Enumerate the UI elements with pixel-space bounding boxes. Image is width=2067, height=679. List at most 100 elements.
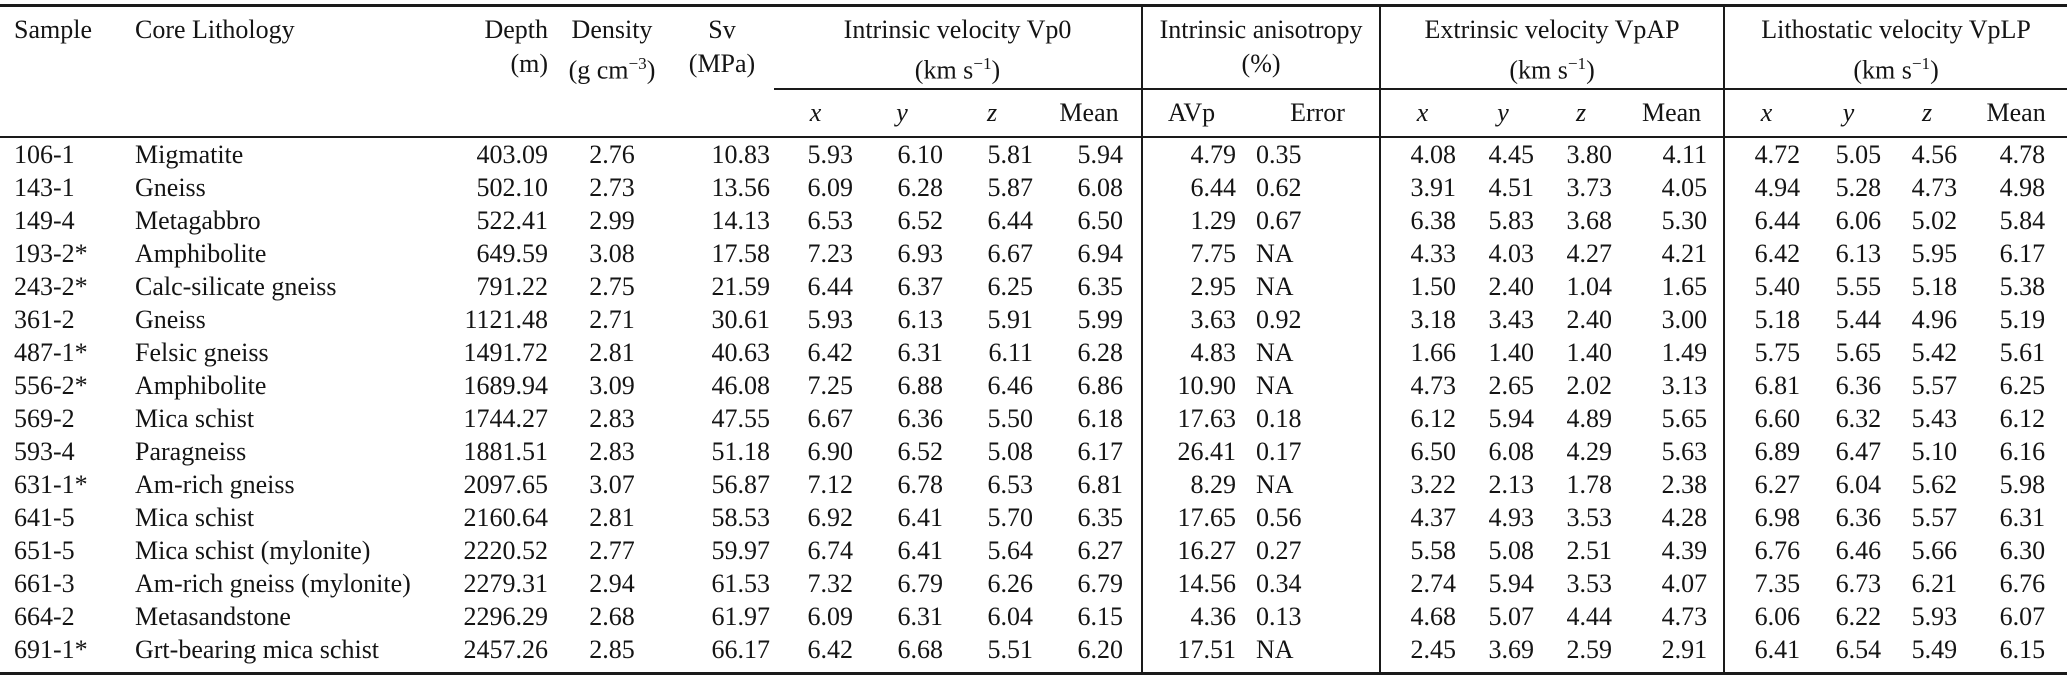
cell-lithology: Gneiss [135,173,206,202]
cell-vpap-2: 4.29 [1566,437,1613,466]
cell-vp0-3: 6.17 [1077,437,1124,466]
cell-avp: 6.44 [1141,171,1241,204]
cell-avp: 4.36 [1141,600,1241,633]
cell-depth: 791.22 [476,272,549,301]
cell-sv: 21.59 [711,272,771,301]
vpap-title: Extrinsic velocity VpAP [1424,15,1680,44]
cell-vpap-1: 5.94 [1488,404,1535,433]
cell-vpap-2: 2.51 [1566,536,1613,565]
cell-vplp-0: 6.60 [1723,402,1809,435]
cell-vp0-1: 6.79 [897,569,944,598]
cell-vp0-2: 6.44 [987,206,1034,235]
col-header-depth: Depth (m) [420,5,554,138]
cell-depth: 1121.48 [464,305,548,334]
cell-sv: 17.58 [711,239,771,268]
cell-sv: 14.13 [711,206,771,235]
cell-vpap-0: 4.33 [1379,237,1465,270]
cell-vplp-2: 5.57 [1911,371,1958,400]
cell-sv: 59.97 [711,536,771,565]
cell-sample: 661-3 [14,569,75,598]
cell-vplp-0: 6.44 [1723,204,1809,237]
table-row: 631-1* Am-rich gneiss 2097.65 3.07 56.87 7.12… [0,468,2067,501]
vp0-unit: (km s−1) [914,54,1001,85]
cell-vpap-1: 5.83 [1488,206,1535,235]
cell-depth: 1491.72 [463,338,549,367]
cell-density: 2.68 [589,602,635,631]
cell-vplp-3: 6.17 [1999,239,2046,268]
cell-vplp-0: 5.18 [1723,303,1809,336]
cell-vpap-2: 2.59 [1566,635,1613,664]
cell-sample: 556-2* [14,371,88,400]
cell-vplp-1: 6.36 [1835,503,1882,532]
cell-sample: 651-5 [14,536,75,565]
cell-vpap-3: 4.39 [1661,536,1708,565]
cell-vpap-0: 1.66 [1379,336,1465,369]
cell-vp0-2: 6.26 [987,569,1034,598]
cell-lithology: Grt-bearing mica schist [135,635,380,664]
cell-density: 2.75 [589,272,635,301]
cell-sv: 61.97 [711,602,771,631]
cell-vpap-0: 6.50 [1379,435,1465,468]
cell-vp0-3: 5.94 [1077,140,1124,169]
cell-vpap-3: 2.38 [1661,470,1708,499]
vplp-title: Lithostatic velocity VpLP [1761,15,2031,44]
cell-vplp-3: 5.84 [1999,206,2046,235]
cell-vp0-3: 6.81 [1077,470,1124,499]
cell-vpap-3: 3.00 [1661,305,1708,334]
subcol-vp0-x: x [774,89,857,138]
cell-vplp-3: 6.12 [1999,404,2046,433]
cell-vp0-2: 6.46 [987,371,1034,400]
cell-vpap-0: 6.38 [1379,204,1465,237]
cell-density: 2.99 [589,206,635,235]
cell-vpap-3: 4.21 [1661,239,1708,268]
cell-vplp-3: 6.25 [1999,371,2046,400]
cell-avp: 10.90 [1141,369,1241,402]
cell-vpap-1: 4.93 [1488,503,1535,532]
anisotropy-title: Intrinsic anisotropy [1159,15,1363,44]
cell-avp: 4.83 [1141,336,1241,369]
cell-vplp-1: 6.47 [1835,437,1882,466]
cell-sample: 631-1* [14,470,88,499]
cell-error: NA [1256,371,1294,400]
cell-vpap-2: 4.89 [1566,404,1613,433]
cell-vplp-0: 5.75 [1723,336,1809,369]
cell-vplp-2: 6.21 [1911,569,1958,598]
cell-depth: 2279.31 [463,569,549,598]
cell-vplp-1: 6.13 [1835,239,1882,268]
cell-vpap-0: 3.22 [1379,468,1465,501]
header-row-groups: Sample Core Lithology Depth (m) Density … [0,5,2067,138]
cell-vp0-1: 6.31 [897,338,944,367]
cell-vp0-1: 6.52 [897,206,944,235]
cell-sv: 30.61 [711,305,771,334]
cell-vp0-2: 5.64 [987,536,1034,565]
sv-unit: (MPa) [688,49,756,78]
cell-vplp-0: 7.35 [1723,567,1809,600]
cell-vpap-1: 5.94 [1488,569,1535,598]
cell-vpap-3: 5.63 [1661,437,1708,466]
cell-vplp-1: 6.22 [1835,602,1882,631]
cell-lithology: Amphibolite [135,371,267,400]
cell-vpap-0: 1.50 [1379,270,1465,303]
cell-density: 2.85 [589,635,635,664]
cell-vplp-2: 5.02 [1911,206,1958,235]
cell-vplp-2: 5.95 [1911,239,1958,268]
cell-vpap-1: 3.43 [1488,305,1535,334]
cell-sv: 10.83 [711,140,771,169]
cell-vplp-2: 5.66 [1911,536,1958,565]
cell-vp0-0: 7.25 [807,371,854,400]
cell-vp0-3: 6.28 [1077,338,1124,367]
cell-lithology: Mica schist [135,404,255,433]
cell-vp0-3: 6.08 [1077,173,1124,202]
cell-depth: 1881.51 [463,437,549,466]
cell-sample: 143-1 [14,173,75,202]
cell-vplp-1: 5.65 [1835,338,1882,367]
density-unit: (g cm−3) [568,54,656,85]
table-row: 143-1 Gneiss 502.10 2.73 13.56 6.09 6.28 5.87 6.… [0,171,2067,204]
cell-vpap-1: 5.07 [1488,602,1535,631]
cell-vplp-3: 4.78 [1999,140,2046,169]
anisotropy-unit: (%) [1241,49,1281,78]
cell-vplp-0: 6.27 [1723,468,1809,501]
cell-vp0-2: 5.08 [987,437,1034,466]
cell-vplp-1: 6.46 [1835,536,1882,565]
header-row-subcols: x y z Mean AVp Error x y z Mean x y z Me… [0,89,2067,138]
